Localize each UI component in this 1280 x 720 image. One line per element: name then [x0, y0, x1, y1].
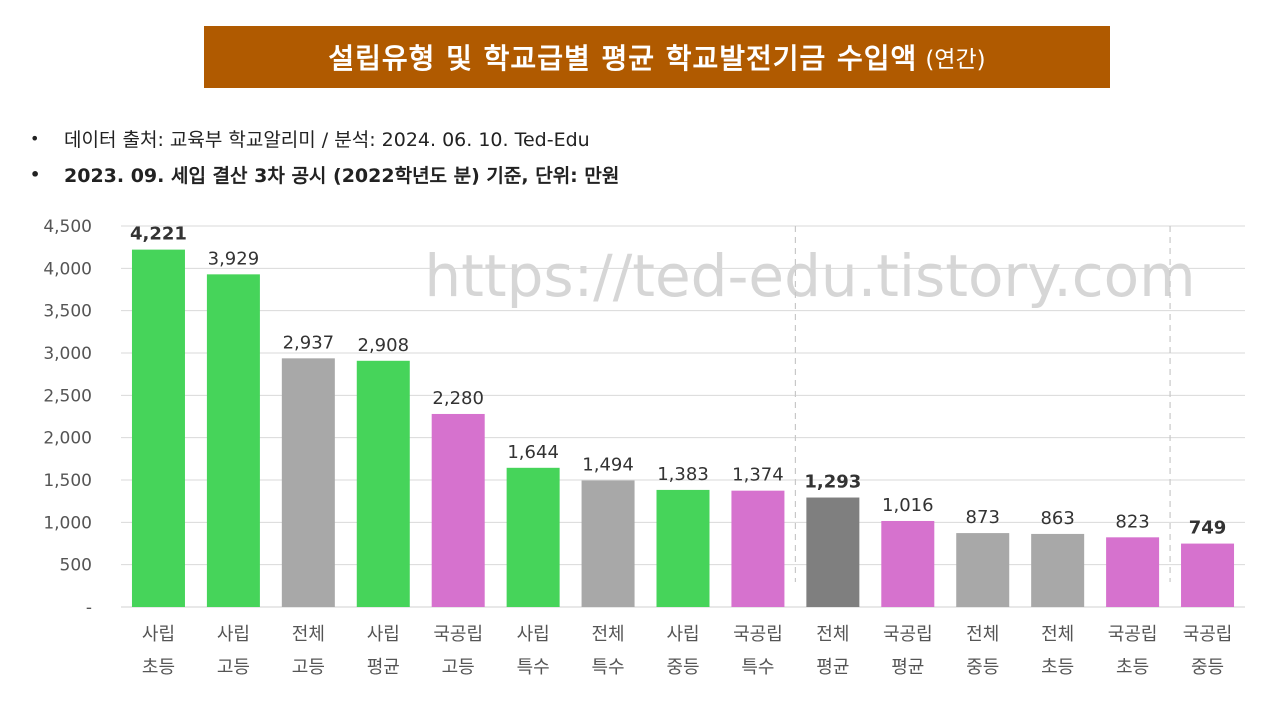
data-label: 3,929: [208, 248, 260, 269]
data-label: 749: [1189, 518, 1227, 539]
x-tick-label-line1: 전체: [292, 624, 325, 645]
x-tick-label-line2: 평균: [891, 657, 924, 678]
x-tick-label-line1: 국공립: [1108, 624, 1158, 645]
x-tick-label-line2: 중등: [966, 657, 999, 678]
y-tick-label: 3,000: [43, 344, 92, 364]
bar: [1181, 543, 1235, 607]
bar: [206, 274, 260, 607]
data-label: 1,494: [582, 455, 634, 476]
x-tick-label-line1: 사립: [367, 624, 400, 645]
x-tick-label-line1: 사립: [666, 624, 699, 645]
x-tick-label-line1: 전체: [816, 624, 849, 645]
y-tick-label: 4,500: [43, 217, 92, 237]
x-tick-label-line1: 국공립: [883, 624, 933, 645]
x-tick-label-line2: 고등: [442, 657, 475, 678]
bar: [656, 489, 710, 607]
data-label: 1,016: [882, 495, 934, 516]
data-label: 863: [1040, 508, 1074, 529]
bullet-icon: •: [30, 128, 40, 148]
x-tick-label-line1: 전체: [1041, 624, 1074, 645]
x-tick-label-line2: 중등: [1191, 657, 1224, 678]
note-source: • 데이터 출처: 교육부 학교알리미 / 분석: 2024. 06. 10. …: [30, 120, 619, 156]
x-tick-label-line1: 전체: [592, 624, 625, 645]
x-tick-label-line1: 사립: [517, 624, 550, 645]
y-tick-label: 4,000: [43, 259, 92, 279]
data-label: 4,221: [130, 224, 187, 245]
y-tick-label: 1,000: [43, 513, 92, 533]
y-tick-label: 1,500: [43, 471, 92, 491]
x-tick-label-line2: 고등: [217, 657, 250, 678]
bar: [956, 533, 1010, 607]
y-tick-label: 2,000: [43, 429, 92, 449]
chart-title-suffix: (연간): [925, 47, 986, 73]
bar: [506, 467, 560, 607]
x-tick-label-line2: 중등: [666, 657, 699, 678]
x-tick-label-line1: 전체: [966, 624, 999, 645]
bar: [281, 358, 335, 607]
data-label: 2,937: [283, 332, 335, 353]
data-label: 2,908: [358, 335, 410, 356]
watermark-text: https://ted-edu.tistory.com: [424, 242, 1195, 310]
chart-title-main: 설립유형 및 학교급별 평균 학교발전기금 수입액: [328, 42, 918, 75]
x-tick-label-line2: 특수: [741, 657, 774, 678]
x-tick-label-line2: 초등: [1041, 657, 1074, 678]
x-tick-label-line2: 평균: [367, 657, 400, 678]
y-tick-label: 500: [60, 556, 92, 576]
note-basis: • 2023. 09. 세입 결산 3차 공시 (2022학년도 분) 기준, …: [30, 156, 619, 192]
data-label: 2,280: [432, 388, 484, 409]
x-tick-label-line2: 초등: [1116, 657, 1149, 678]
x-tick-label-line1: 사립: [142, 624, 175, 645]
bar: [731, 490, 785, 607]
note-basis-text: 2023. 09. 세입 결산 3차 공시 (2022학년도 분) 기준, 단위…: [64, 164, 620, 187]
bar: [1031, 533, 1085, 607]
data-label: 873: [966, 507, 1000, 528]
chart-title: 설립유형 및 학교급별 평균 학교발전기금 수입액 (연간): [204, 26, 1110, 88]
x-tick-label-line2: 초등: [142, 657, 175, 678]
data-label: 1,383: [657, 464, 709, 485]
y-tick-label: 3,500: [43, 302, 92, 322]
bar: [431, 413, 485, 607]
notes-list: • 데이터 출처: 교육부 학교알리미 / 분석: 2024. 06. 10. …: [30, 120, 619, 192]
note-source-text: 데이터 출처: 교육부 학교알리미 / 분석: 2024. 06. 10. Te…: [64, 128, 590, 151]
data-label: 1,374: [732, 465, 784, 486]
x-tick-label-line1: 사립: [217, 624, 250, 645]
y-tick-label: -: [86, 598, 92, 618]
x-tick-label-line1: 국공립: [433, 624, 483, 645]
bar: [806, 497, 860, 607]
data-label: 1,293: [804, 472, 861, 493]
bar: [131, 249, 185, 607]
bullet-icon: •: [30, 164, 41, 184]
bar: [1106, 537, 1160, 607]
bar: [356, 360, 410, 607]
x-tick-label-line1: 국공립: [733, 624, 783, 645]
x-tick-label-line2: 평균: [816, 657, 849, 678]
data-label: 823: [1115, 511, 1149, 532]
x-tick-label-line2: 특수: [517, 657, 550, 678]
bar: [581, 480, 635, 607]
x-tick-label-line2: 고등: [292, 657, 325, 678]
x-tick-label-line2: 특수: [592, 657, 625, 678]
bar: [881, 520, 935, 607]
y-tick-label: 2,500: [43, 386, 92, 406]
data-label: 1,644: [507, 442, 559, 463]
x-tick-label-line1: 국공립: [1183, 624, 1233, 645]
